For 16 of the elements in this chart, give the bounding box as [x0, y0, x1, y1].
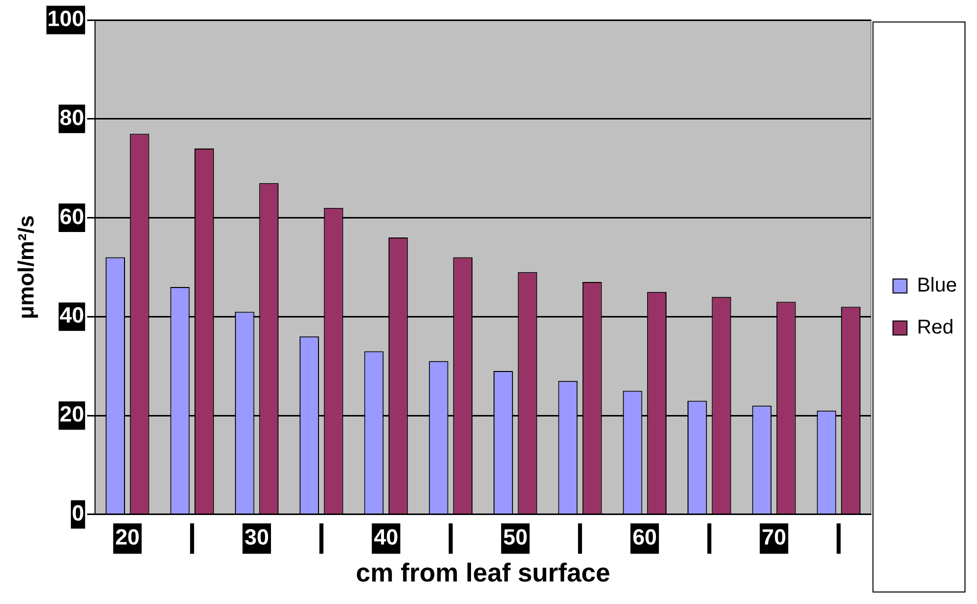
- x-tick-label: 40: [374, 524, 398, 550]
- legend-label: Blue: [916, 274, 957, 297]
- y-axis-title: μmol/m²/s: [13, 215, 38, 320]
- y-tick-label: 60: [60, 204, 84, 229]
- y-tick-label: 40: [60, 302, 84, 328]
- x-tick-label: 70: [762, 524, 786, 550]
- y-tick-label: 100: [47, 6, 84, 32]
- y-tick-label: 20: [60, 402, 84, 427]
- y-tick-label: 80: [60, 104, 84, 130]
- x-tick-label: 50: [503, 524, 528, 550]
- x-tick-label: 30: [244, 524, 269, 550]
- x-axis-title: cm from leaf surface: [356, 558, 610, 588]
- x-tick-label: 20: [115, 524, 140, 550]
- x-tick-label: 60: [632, 524, 657, 550]
- y-tick-label: 0: [72, 500, 84, 526]
- legend-label: Red: [916, 316, 954, 339]
